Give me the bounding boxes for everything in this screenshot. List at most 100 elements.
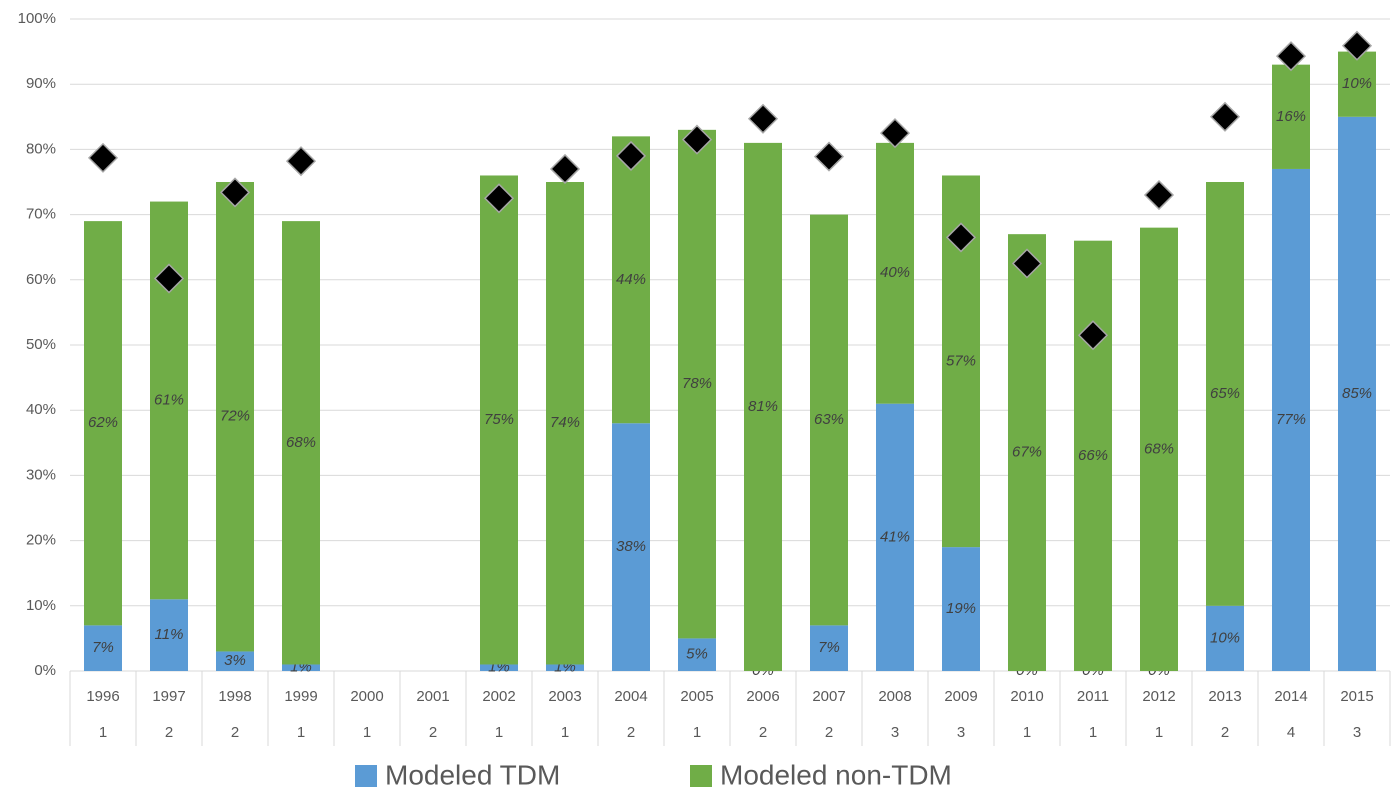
y-tick-label: 70%: [26, 206, 56, 223]
x-tick-label: 1998: [218, 688, 251, 705]
x-tick-label: 2010: [1010, 688, 1043, 705]
x-tick-label: 2012: [1142, 688, 1175, 705]
y-tick-label: 80%: [26, 140, 56, 157]
bar-segment: [678, 638, 716, 671]
bar-segment: [810, 625, 848, 671]
bar-segment: [1338, 116, 1376, 672]
y-tick-label: 60%: [26, 271, 56, 288]
x-count-label: 3: [1353, 724, 1361, 741]
x-count-label: 1: [1089, 724, 1097, 741]
value-label: 68%: [286, 434, 316, 451]
bar-segment: [942, 547, 980, 671]
value-label: 61%: [154, 391, 184, 408]
x-tick-label: 2014: [1274, 688, 1307, 705]
marker: [1011, 248, 1043, 279]
bar-segment: [744, 142, 782, 671]
legend-label: Modeled TDM: [385, 759, 560, 790]
bar-segment: [480, 175, 518, 665]
marker: [615, 140, 647, 171]
value-label: 11%: [155, 626, 184, 643]
x-count-label: 2: [759, 724, 767, 741]
marker: [681, 124, 713, 155]
x-tick-label: 2001: [416, 688, 449, 705]
x-count-label: 1: [693, 724, 701, 741]
y-tick-label: 10%: [26, 597, 56, 614]
value-label: 44%: [616, 271, 646, 288]
x-count-label: 1: [363, 724, 371, 741]
x-count-label: 1: [99, 724, 107, 741]
x-tick-label: 2011: [1077, 688, 1109, 705]
value-label: 81%: [748, 398, 778, 415]
x-count-label: 1: [561, 724, 569, 741]
bar-segment: [1338, 51, 1376, 117]
x-tick-label: 1997: [152, 688, 185, 705]
bar-segment: [612, 136, 650, 424]
y-tick-label: 90%: [26, 75, 56, 92]
x-count-label: 1: [1023, 724, 1031, 741]
value-label: 65%: [1210, 385, 1240, 402]
bar-segment: [216, 182, 254, 652]
bar-segment: [1074, 240, 1112, 671]
x-count-label: 2: [231, 724, 239, 741]
value-label: 5%: [686, 646, 708, 663]
bar-segment: [216, 651, 254, 671]
legend-label: Modeled non-TDM: [720, 759, 952, 790]
value-label: 38%: [616, 538, 646, 555]
marker: [1275, 41, 1307, 72]
value-label: 10%: [1210, 629, 1240, 646]
x-count-label: 2: [627, 724, 635, 741]
bar-segment: [810, 214, 848, 626]
value-label: 72%: [220, 408, 250, 425]
value-label: 16%: [1276, 108, 1306, 125]
value-label: 85%: [1342, 385, 1372, 402]
marker: [747, 103, 779, 134]
x-count-label: 2: [1221, 724, 1229, 741]
bar-segment: [546, 664, 584, 671]
bar-segment: [150, 599, 188, 671]
x-tick-label: 2006: [746, 688, 779, 705]
marker: [1143, 179, 1175, 211]
x-count-label: 1: [495, 724, 503, 741]
x-count-label: 2: [825, 724, 833, 741]
value-label: 67%: [1012, 444, 1042, 461]
x-tick-label: 1999: [284, 688, 317, 705]
x-tick-label: 2004: [614, 688, 647, 705]
x-tick-label: 2008: [878, 688, 911, 705]
marker: [879, 118, 911, 149]
value-label: 7%: [818, 639, 840, 656]
value-label: 7%: [92, 639, 114, 656]
x-count-label: 3: [957, 724, 965, 741]
y-tick-label: 30%: [26, 466, 56, 483]
bar-segment: [1008, 234, 1046, 671]
y-tick-label: 100%: [18, 10, 56, 27]
y-tick-label: 40%: [26, 401, 56, 418]
x-tick-label: 2015: [1340, 688, 1373, 705]
x-count-label: 4: [1287, 724, 1295, 741]
marker: [1341, 30, 1373, 61]
x-count-label: 2: [429, 724, 437, 741]
marker: [1077, 320, 1109, 351]
bar-segment: [546, 182, 584, 665]
bar-segment: [480, 664, 518, 671]
x-tick-label: 2005: [680, 688, 713, 705]
x-count-label: 3: [891, 724, 899, 741]
x-tick-label: 1996: [86, 688, 119, 705]
x-tick-label: 2007: [812, 688, 845, 705]
value-label: 57%: [946, 352, 976, 369]
value-label: 74%: [550, 414, 580, 431]
marker: [1209, 101, 1241, 132]
marker: [219, 177, 251, 208]
bar-segment: [84, 625, 122, 671]
value-label: 75%: [484, 411, 514, 428]
marker: [483, 183, 515, 214]
bar-segment: [1206, 182, 1244, 606]
bar-segment: [1140, 227, 1178, 671]
value-label: 3%: [224, 652, 246, 669]
x-count-label: 1: [297, 724, 305, 741]
bar-segment: [84, 221, 122, 626]
value-label: 10%: [1342, 75, 1372, 92]
marker: [813, 141, 845, 172]
bar-segment: [1206, 605, 1244, 671]
y-tick-label: 50%: [26, 336, 56, 353]
